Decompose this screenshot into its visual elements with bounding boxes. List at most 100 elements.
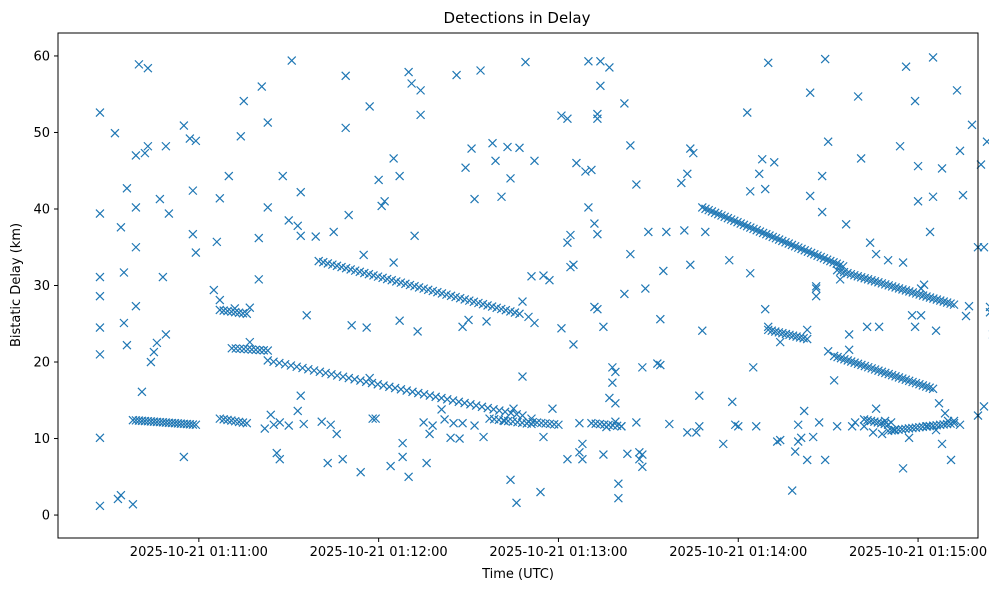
data-point [140,148,150,158]
data-point [856,154,866,163]
data-point [578,439,587,449]
data-point [293,406,303,416]
data-point [575,447,584,457]
data-point [296,391,306,401]
data-point [932,295,942,304]
data-point [227,343,237,353]
data-point [437,405,447,414]
data-point [404,67,414,77]
data-point [870,276,880,286]
data-point [563,114,572,124]
data-point [161,141,171,151]
data-point [811,281,821,291]
data-point [230,307,240,317]
data-point [841,219,851,229]
data-point [143,63,153,73]
y-tick-label: 50 [33,126,50,141]
data-point [269,420,279,430]
data-point [610,367,620,377]
data-point [512,498,521,508]
data-point [637,462,647,472]
data-point [862,322,872,332]
data-point [395,316,405,326]
data-point [727,397,737,407]
data-point [607,378,617,388]
x-tick-label: 2025-10-21 01:12:00 [310,545,448,560]
data-point [95,108,105,118]
data-point [476,66,485,75]
data-point [661,227,671,237]
data-point [263,118,273,127]
data-point [592,229,602,239]
data-point [898,285,907,294]
data-point [191,248,201,258]
data-point [607,362,617,372]
data-point [919,280,929,290]
data-point [362,323,372,333]
data-point [682,169,692,179]
data-point [745,186,755,196]
data-point [928,192,938,202]
data-point [939,297,949,307]
data-point [922,421,932,431]
data-point [95,291,105,301]
y-tick-label: 0 [42,509,50,524]
data-point [774,327,784,337]
data-point [191,136,201,146]
data-point [116,222,126,232]
data-point [625,249,635,259]
data-point [643,227,653,237]
data-point [131,301,141,311]
data-point [697,326,707,336]
data-point [589,219,599,228]
data-point [119,268,129,277]
data-point [910,96,920,106]
data-point [461,163,470,173]
data-point [239,96,249,106]
data-point [691,427,701,437]
data-point [455,434,464,443]
data-point [329,227,339,237]
data-point [745,268,755,278]
data-point [979,242,989,252]
x-tick-label: 2025-10-21 01:13:00 [489,545,627,560]
y-axis: 0 10 20 30 40 50 60 [33,49,58,524]
data-point [296,187,306,197]
data-point [880,279,890,289]
data-point [272,448,282,458]
data-point [569,260,578,270]
data-point [655,360,665,370]
data-point [586,165,596,175]
data-point [296,231,306,241]
data-point [344,210,354,220]
data-point [871,249,881,259]
data-point [886,418,896,427]
data-point [853,271,863,281]
data-point [799,406,809,416]
data-point [518,297,527,306]
data-point [245,337,255,347]
data-point [770,327,780,336]
data-point [679,225,689,235]
data-point [398,438,408,448]
data-point [578,454,587,464]
data-point [908,288,918,297]
data-point [503,142,512,152]
data-point [937,164,947,173]
data-point [952,85,962,95]
y-tick-label: 60 [33,49,50,64]
data-point [811,284,821,293]
data-point [410,231,420,241]
data-point [863,274,873,284]
data-point [901,286,911,295]
data-point [464,315,473,325]
data-point [95,349,105,359]
data-point [820,455,830,465]
data-point [934,398,944,408]
data-point [873,277,883,287]
data-point [718,439,728,449]
data-point [769,157,779,167]
data-point [808,432,818,442]
data-point [137,387,147,397]
